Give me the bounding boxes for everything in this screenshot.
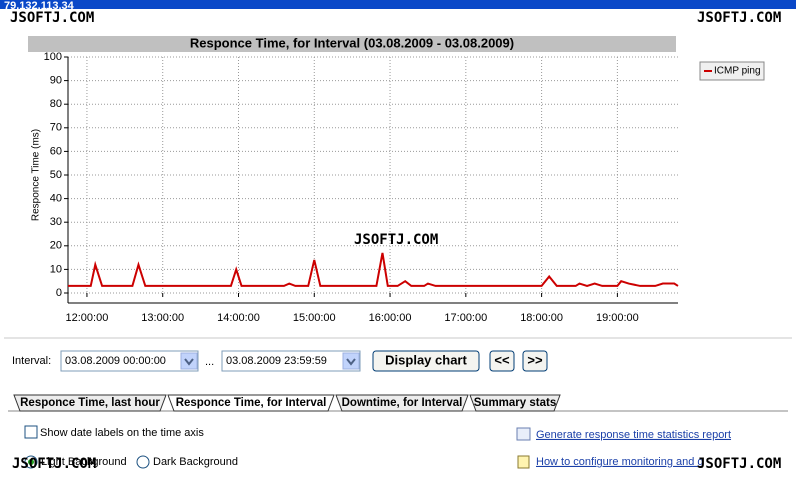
x-tick-label: 18:00:00: [520, 312, 563, 324]
y-tick-label: 60: [50, 145, 62, 157]
from-combo[interactable]: [60, 350, 199, 372]
series-line: [68, 252, 679, 287]
watermark: JSOFTJ.COM: [10, 10, 94, 26]
next-button-label: >>: [527, 352, 543, 367]
tab[interactable]: [335, 394, 469, 412]
watermark: JSOFTJ.COM: [354, 232, 438, 248]
x-tick-label: 19:00:00: [596, 312, 639, 324]
watermark: JSOFTJ.COM: [697, 456, 781, 472]
x-tick-label: 13:00:00: [141, 312, 184, 324]
plot-area: [68, 57, 678, 293]
chart-title-bar: [28, 36, 676, 52]
tab-label: Downtime, for Interval: [342, 397, 463, 409]
y-tick-label: 100: [44, 51, 62, 63]
next-button[interactable]: [522, 350, 548, 372]
to-dropdown[interactable]: [342, 352, 360, 370]
report-link[interactable]: Generate response time statistics report: [536, 429, 731, 441]
to-combo[interactable]: [221, 350, 361, 372]
report-icon: [516, 427, 531, 441]
chart-title: Responce Time, for Interval (03.08.2009 …: [190, 35, 514, 50]
prev-button[interactable]: [489, 350, 515, 372]
help-link[interactable]: How to configure monitoring and q: [536, 456, 704, 468]
y-tick-label: 80: [50, 98, 62, 110]
tab[interactable]: [469, 394, 561, 412]
to-value: 03.08.2009 23:59:59: [226, 355, 327, 367]
y-axis-label: Responce Time (ms): [31, 129, 42, 221]
x-tick-label: 15:00:00: [293, 312, 336, 324]
radio-selected: [28, 459, 34, 465]
radio-dark[interactable]: [136, 455, 150, 469]
legend-box: [699, 61, 765, 81]
radio-dark-label: Dark Background: [153, 456, 238, 468]
interval-separator: ...: [205, 356, 214, 368]
y-tick-label: 70: [50, 122, 62, 134]
y-tick-label: 10: [50, 263, 62, 275]
tab-label: Responce Time, for Interval: [176, 397, 327, 409]
x-tick-label: 16:00:00: [369, 312, 412, 324]
display-button[interactable]: [372, 350, 480, 372]
x-tick-label: 14:00:00: [217, 312, 260, 324]
tab[interactable]: [167, 394, 335, 412]
help-icon: [517, 455, 530, 469]
tab-label: Summary stats: [474, 397, 556, 409]
y-tick-label: 50: [50, 169, 62, 181]
legend-label: ICMP ping: [714, 66, 761, 77]
radio-light-label: Light Background: [41, 456, 127, 468]
watermark: JSOFTJ.COM: [697, 10, 781, 26]
interval-label: Interval:: [12, 355, 51, 367]
checkbox-label: Show date labels on the time axis: [40, 427, 204, 439]
watermark: JSOFTJ.COM: [12, 456, 96, 472]
watermarks: JSOFTJ.COM JSOFTJ.COM JSOFTJ.COM JSOFTJ.COM…: [10, 10, 781, 472]
dropdown-arrow: [184, 358, 194, 366]
prev-button-label: <<: [494, 352, 510, 367]
window-title: 79.132.113.34: [4, 0, 75, 12]
from-value: 03.08.2009 00:00:00: [65, 355, 166, 367]
x-tick-label: 17:00:00: [444, 312, 487, 324]
y-tick-label: 30: [50, 216, 62, 228]
tab[interactable]: [13, 394, 167, 412]
display-button-label: Display chart: [385, 352, 467, 367]
tabs: Responce Time, last hour Responce Time, f…: [13, 394, 561, 412]
y-tick-label: 90: [50, 75, 62, 87]
tab-label: Responce Time, last hour: [20, 397, 160, 409]
y-tick-label: 0: [56, 287, 62, 299]
checkbox[interactable]: [24, 425, 38, 439]
title-bar: [0, 0, 796, 9]
y-tick-label: 40: [50, 193, 62, 205]
y-tick-label: 20: [50, 240, 62, 252]
chart: 0 10 20 30 40 50 60 70 80 90 100 12:00:00 13:00:00 14…: [44, 51, 765, 324]
from-dropdown[interactable]: [180, 352, 198, 370]
dropdown-arrow: [346, 358, 356, 366]
x-tick-label: 12:00:00: [66, 312, 109, 324]
